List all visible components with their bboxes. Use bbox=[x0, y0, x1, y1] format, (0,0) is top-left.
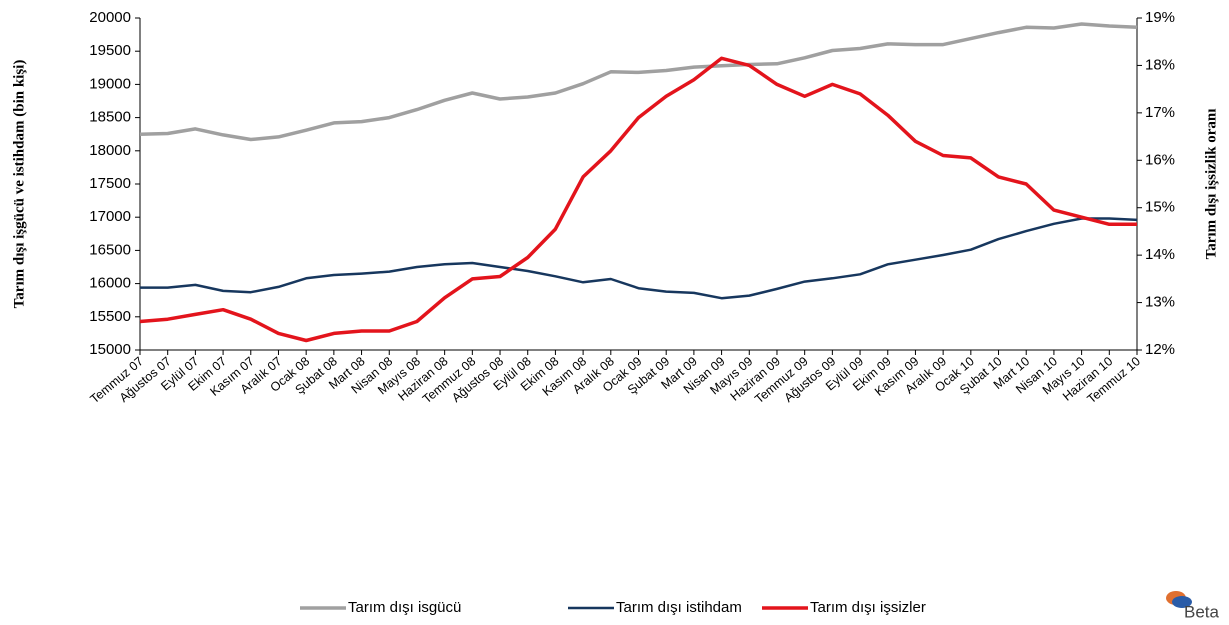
y-tick-label: 18500 bbox=[89, 109, 131, 126]
y2-tick-label: 12% bbox=[1145, 341, 1175, 358]
legend-label: Tarım dışı istihdam bbox=[616, 599, 742, 616]
line-series bbox=[139, 56, 1137, 343]
y2-tick-label: 18% bbox=[1145, 56, 1175, 73]
y2-axis-label: Tarım dışı işsizlik oranı bbox=[1203, 109, 1219, 260]
y-tick-label: 16000 bbox=[89, 275, 131, 292]
line-series bbox=[140, 217, 1138, 300]
y2-tick-label: 14% bbox=[1145, 246, 1175, 263]
logo: Beta bbox=[1184, 602, 1220, 621]
y-tick-label: 18000 bbox=[89, 142, 131, 159]
y-tick-label: 20000 bbox=[89, 9, 131, 26]
y-tick-label: 16500 bbox=[89, 241, 131, 258]
y-tick-label: 17500 bbox=[89, 175, 131, 192]
logo-icon bbox=[1172, 596, 1192, 608]
y2-tick-label: 15% bbox=[1145, 199, 1175, 216]
y-axis-label: Tarım dışı işgücü ve istihdam (bin kişi) bbox=[11, 60, 27, 309]
y-tick-label: 19000 bbox=[89, 75, 131, 92]
y2-tick-label: 16% bbox=[1145, 151, 1175, 168]
legend-label: Tarım dışı isgücü bbox=[348, 599, 461, 616]
y2-tick-label: 13% bbox=[1145, 294, 1175, 311]
y-tick-label: 19500 bbox=[89, 42, 131, 59]
y-tick-label: 15500 bbox=[89, 308, 131, 325]
line-series bbox=[139, 22, 1138, 142]
y2-tick-label: 17% bbox=[1145, 104, 1175, 121]
legend-label: Tarım dışı işsizler bbox=[810, 599, 926, 616]
y2-tick-label: 19% bbox=[1145, 9, 1175, 26]
y-tick-label: 15000 bbox=[89, 341, 131, 358]
y-tick-label: 17000 bbox=[89, 208, 131, 225]
